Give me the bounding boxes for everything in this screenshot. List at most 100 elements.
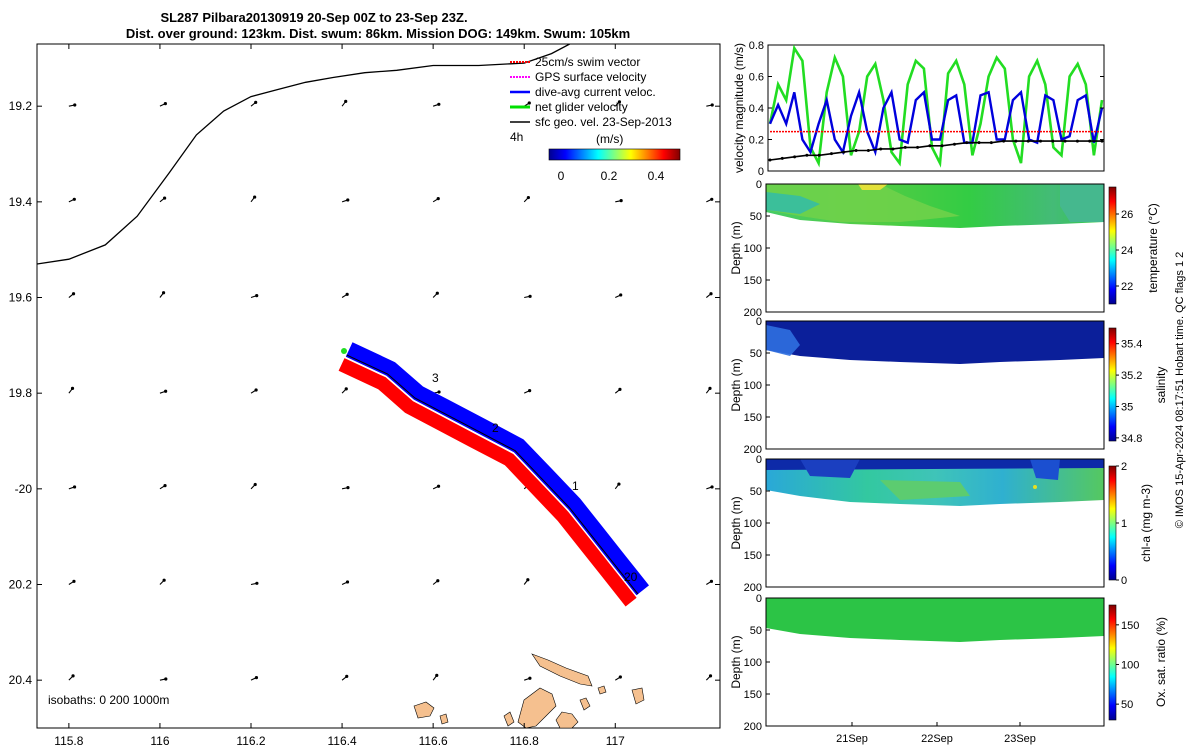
figure-title-line2: Dist. over ground: 123km. Dist. swum: 86…: [126, 26, 630, 41]
geo-arrow-head-20: [435, 291, 439, 295]
velocity-geo-point-12: [916, 145, 920, 149]
chl-yticks-ticklabel-1: 50: [750, 486, 762, 498]
colorbar-unit: (m/s): [596, 132, 623, 146]
velocity-geo-point-8: [866, 149, 870, 153]
velocity-geo-point-13: [928, 144, 932, 148]
legend-entry-gps: GPS surface velocity: [510, 70, 646, 84]
geo-arrow-head-44: [436, 579, 440, 583]
geo-arrow-head-1: [163, 102, 167, 106]
salinity-field: [766, 321, 1104, 364]
velocity-y-ticklabel-3: 0.6: [749, 72, 764, 84]
legend-label-geo: sfc geo. vel. 23-Sep-2013: [535, 115, 672, 129]
velocity-geo-point-22: [1039, 139, 1043, 143]
ox-yticks-ticklabel-3: 150: [744, 689, 762, 701]
map-y-ticklabel-5: 20.2: [9, 578, 33, 592]
time-label: 4h: [510, 130, 523, 144]
velocity-ylabel: velocity magnitude (m/s): [732, 43, 746, 173]
track-swim-vectors: [338, 358, 637, 607]
map-x-ticklabel-1: 116: [150, 734, 169, 748]
velocity-geo-point-18: [989, 141, 993, 145]
chl-cbticks-ticklabel-2: 2: [1121, 461, 1127, 473]
oxygen-ylabel: Depth (m): [729, 635, 743, 688]
map-y-ticklabel-3: 19.8: [9, 386, 33, 400]
map-panel: 115.8 116 116.2 116.4 116.6 116.8 117 19.2 19.4…: [9, 43, 721, 748]
oxygen-field: [766, 598, 1104, 642]
geo-arrow-head-33: [163, 484, 167, 488]
isobaths-label: isobaths: 0 200 1000m: [48, 693, 169, 707]
geo-arrow-head-43: [345, 580, 350, 584]
chla-green-patch: [880, 480, 970, 500]
velocity-geo-point-23: [1051, 139, 1055, 143]
velocity-geo-point-25: [1075, 139, 1079, 143]
temp-yticks-ticklabel-0: 0: [756, 179, 762, 191]
velocity-geo-point-19: [1002, 139, 1006, 143]
velocity-panel: 0 0.2 0.4 0.6 0.8 velocity magnitude (m/s): [732, 40, 1105, 178]
map-x-ticklabel-0: 115.8: [54, 734, 83, 748]
geo-arrow-head-38: [617, 482, 621, 486]
geo-arrow-head-47: [709, 579, 714, 583]
chl-yticks-ticklabel-2: 100: [744, 518, 762, 530]
map-x-ticklabel-5: 116.8: [510, 734, 539, 748]
geo-arrow-head-29: [528, 389, 532, 393]
chla-yellow-spot: [1033, 485, 1037, 489]
sal-cbticks-ticklabel-2: 35.2: [1121, 370, 1142, 382]
temp-cbticks-ticklabel-1: 24: [1121, 245, 1133, 257]
geo-arrow-head-55: [708, 674, 713, 678]
chl-cbticks-ticklabel-1: 1: [1121, 518, 1127, 530]
geo-arrow-head-24: [70, 386, 75, 391]
salinity-colorbar-ticks: 34.8 35 35.2 35.4: [1116, 339, 1142, 445]
chl-yticks-ticklabel-0: 0: [756, 454, 762, 466]
geo-arrow-head-22: [619, 293, 623, 297]
geo-arrow-head-21: [528, 294, 532, 298]
geo-arrow-head-54: [618, 675, 622, 679]
sal-cbticks-ticklabel-1: 35: [1121, 401, 1133, 413]
geo-arrow-head-27: [344, 387, 348, 391]
geo-arrow-head-53: [528, 676, 532, 680]
geo-arrow-head-36: [436, 484, 441, 488]
island-1: [531, 653, 593, 687]
temperature-warm-patch: [766, 184, 960, 222]
legend-label-swim: 25cm/s swim vector: [535, 55, 640, 69]
geo-arrow-head-48: [71, 674, 75, 678]
geo-arrow-head-40: [72, 579, 76, 583]
salinity-y-ticks: 0 50 100 150 200: [744, 316, 770, 456]
legend-entry-geo: sfc geo. vel. 23-Sep-2013: [510, 115, 672, 129]
map-x-ticklabel-3: 116.4: [328, 734, 357, 748]
island-3: [555, 711, 579, 728]
geo-arrow-head-50: [254, 676, 259, 680]
map-x-ticklabel-4: 116.6: [419, 734, 448, 748]
geo-arrow-head-2: [254, 100, 258, 105]
temp-yticks-ticklabel-1: 50: [750, 211, 762, 223]
temperature-y-ticks: 0 50 100 150 200: [744, 179, 770, 319]
island-8: [597, 685, 607, 695]
chla-colorbar-ticks: 0 1 2: [1116, 461, 1127, 587]
legend-entry-current: dive-avg current veloc.: [510, 85, 656, 99]
velocity-geo-point-14: [940, 144, 944, 148]
day-label-1: 1: [572, 479, 579, 493]
geo-arrow-head-42: [255, 581, 259, 585]
day-label-20: 20: [624, 570, 638, 584]
geo-arrow-head-41: [162, 578, 166, 582]
coastline: [37, 44, 571, 265]
temp-cbticks-ticklabel-2: 26: [1121, 209, 1133, 221]
geo-arrow-head-30: [618, 387, 622, 392]
map-colorbar-tick-0: 0: [558, 169, 565, 183]
geo-arrow-head-52: [435, 673, 439, 677]
velocity-geo-point-15: [952, 142, 956, 146]
velocity-geo-point-1: [780, 156, 784, 160]
temperature-ylabel: Depth (m): [729, 221, 743, 274]
map-colorbar-tick-1: 0.2: [601, 169, 618, 183]
geo-arrow-head-6: [617, 100, 622, 104]
chl-yticks-ticklabel-4: 200: [744, 582, 762, 594]
geo-arrow-head-3: [344, 99, 348, 104]
sal-cbticks-ticklabel-3: 35.4: [1121, 339, 1142, 351]
velocity-geo-point-6: [842, 150, 846, 154]
day-label-2: 2: [492, 421, 499, 435]
map-y-ticklabel-0: 19.2: [9, 99, 33, 113]
salinity-cb-label: salinity: [1154, 367, 1168, 404]
map-y-ticklabel-4: -20: [15, 482, 33, 496]
geo-arrow-head-15: [710, 197, 714, 201]
ox-cbticks-ticklabel-2: 150: [1121, 620, 1139, 632]
